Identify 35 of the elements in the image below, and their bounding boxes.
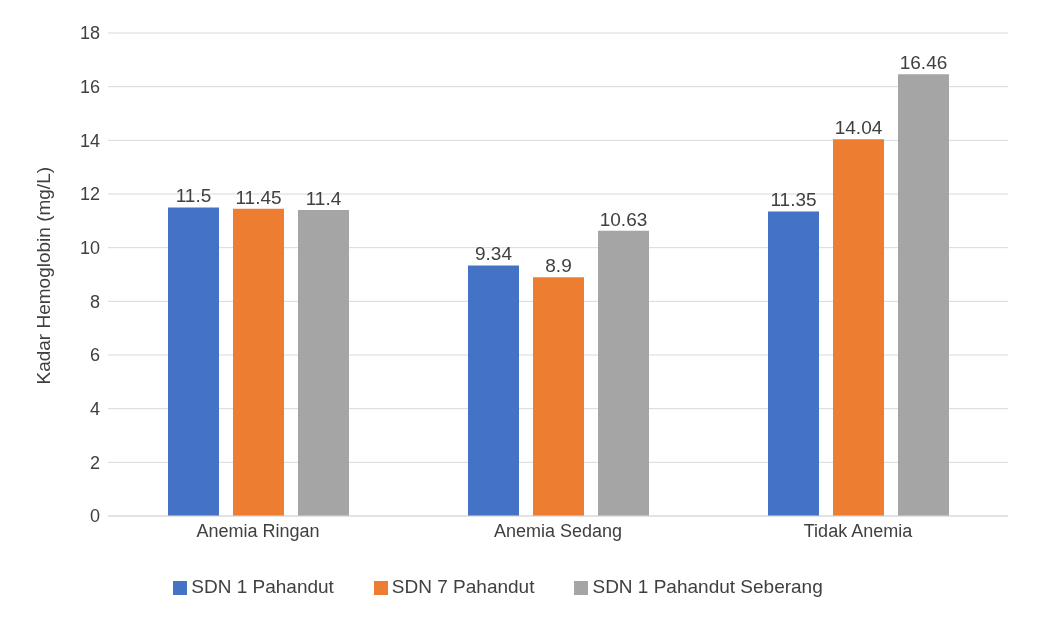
y-tick-label: 12	[79, 184, 100, 205]
x-tick-label: Anemia Ringan	[196, 520, 320, 541]
bar	[468, 265, 519, 516]
x-tick-label: Anemia Sedang	[493, 520, 623, 541]
data-label: 11.35	[770, 189, 817, 211]
y-tick-label: 0	[89, 506, 100, 527]
x-tick-label: Tidak Anemia	[803, 520, 914, 541]
bar	[768, 211, 819, 516]
data-label: 8.9	[545, 255, 572, 277]
bar	[298, 210, 349, 516]
data-label: 9.34	[475, 243, 513, 265]
data-label: 16.46	[899, 52, 948, 74]
bar	[898, 74, 949, 516]
y-tick-label: 2	[89, 452, 100, 473]
data-label: 11.4	[305, 188, 342, 210]
y-tick-label: 6	[89, 345, 100, 366]
bar	[168, 207, 219, 516]
legend-label: SDN 1 Pahandut Seberang	[592, 576, 823, 597]
bar	[598, 230, 649, 516]
data-label: 11.45	[235, 186, 282, 208]
y-tick-label: 4	[89, 399, 100, 420]
data-label: 11.5	[175, 185, 212, 207]
y-tick-label: 18	[79, 23, 100, 44]
bar	[533, 277, 584, 516]
bar	[833, 139, 884, 516]
legend-label: SDN 1 Pahandut	[191, 576, 334, 597]
y-tick-label: 16	[79, 77, 100, 98]
legend-label: SDN 7 Pahandut	[391, 576, 535, 597]
data-label: 14.04	[834, 117, 883, 139]
y-axis-title: Kadar Hemoglobin (mg/L)	[32, 166, 54, 385]
y-tick-label: 8	[89, 291, 100, 312]
data-label: 10.63	[599, 208, 648, 230]
bar	[233, 208, 284, 516]
y-tick-label: 14	[79, 130, 100, 151]
y-tick-label: 10	[79, 238, 100, 259]
